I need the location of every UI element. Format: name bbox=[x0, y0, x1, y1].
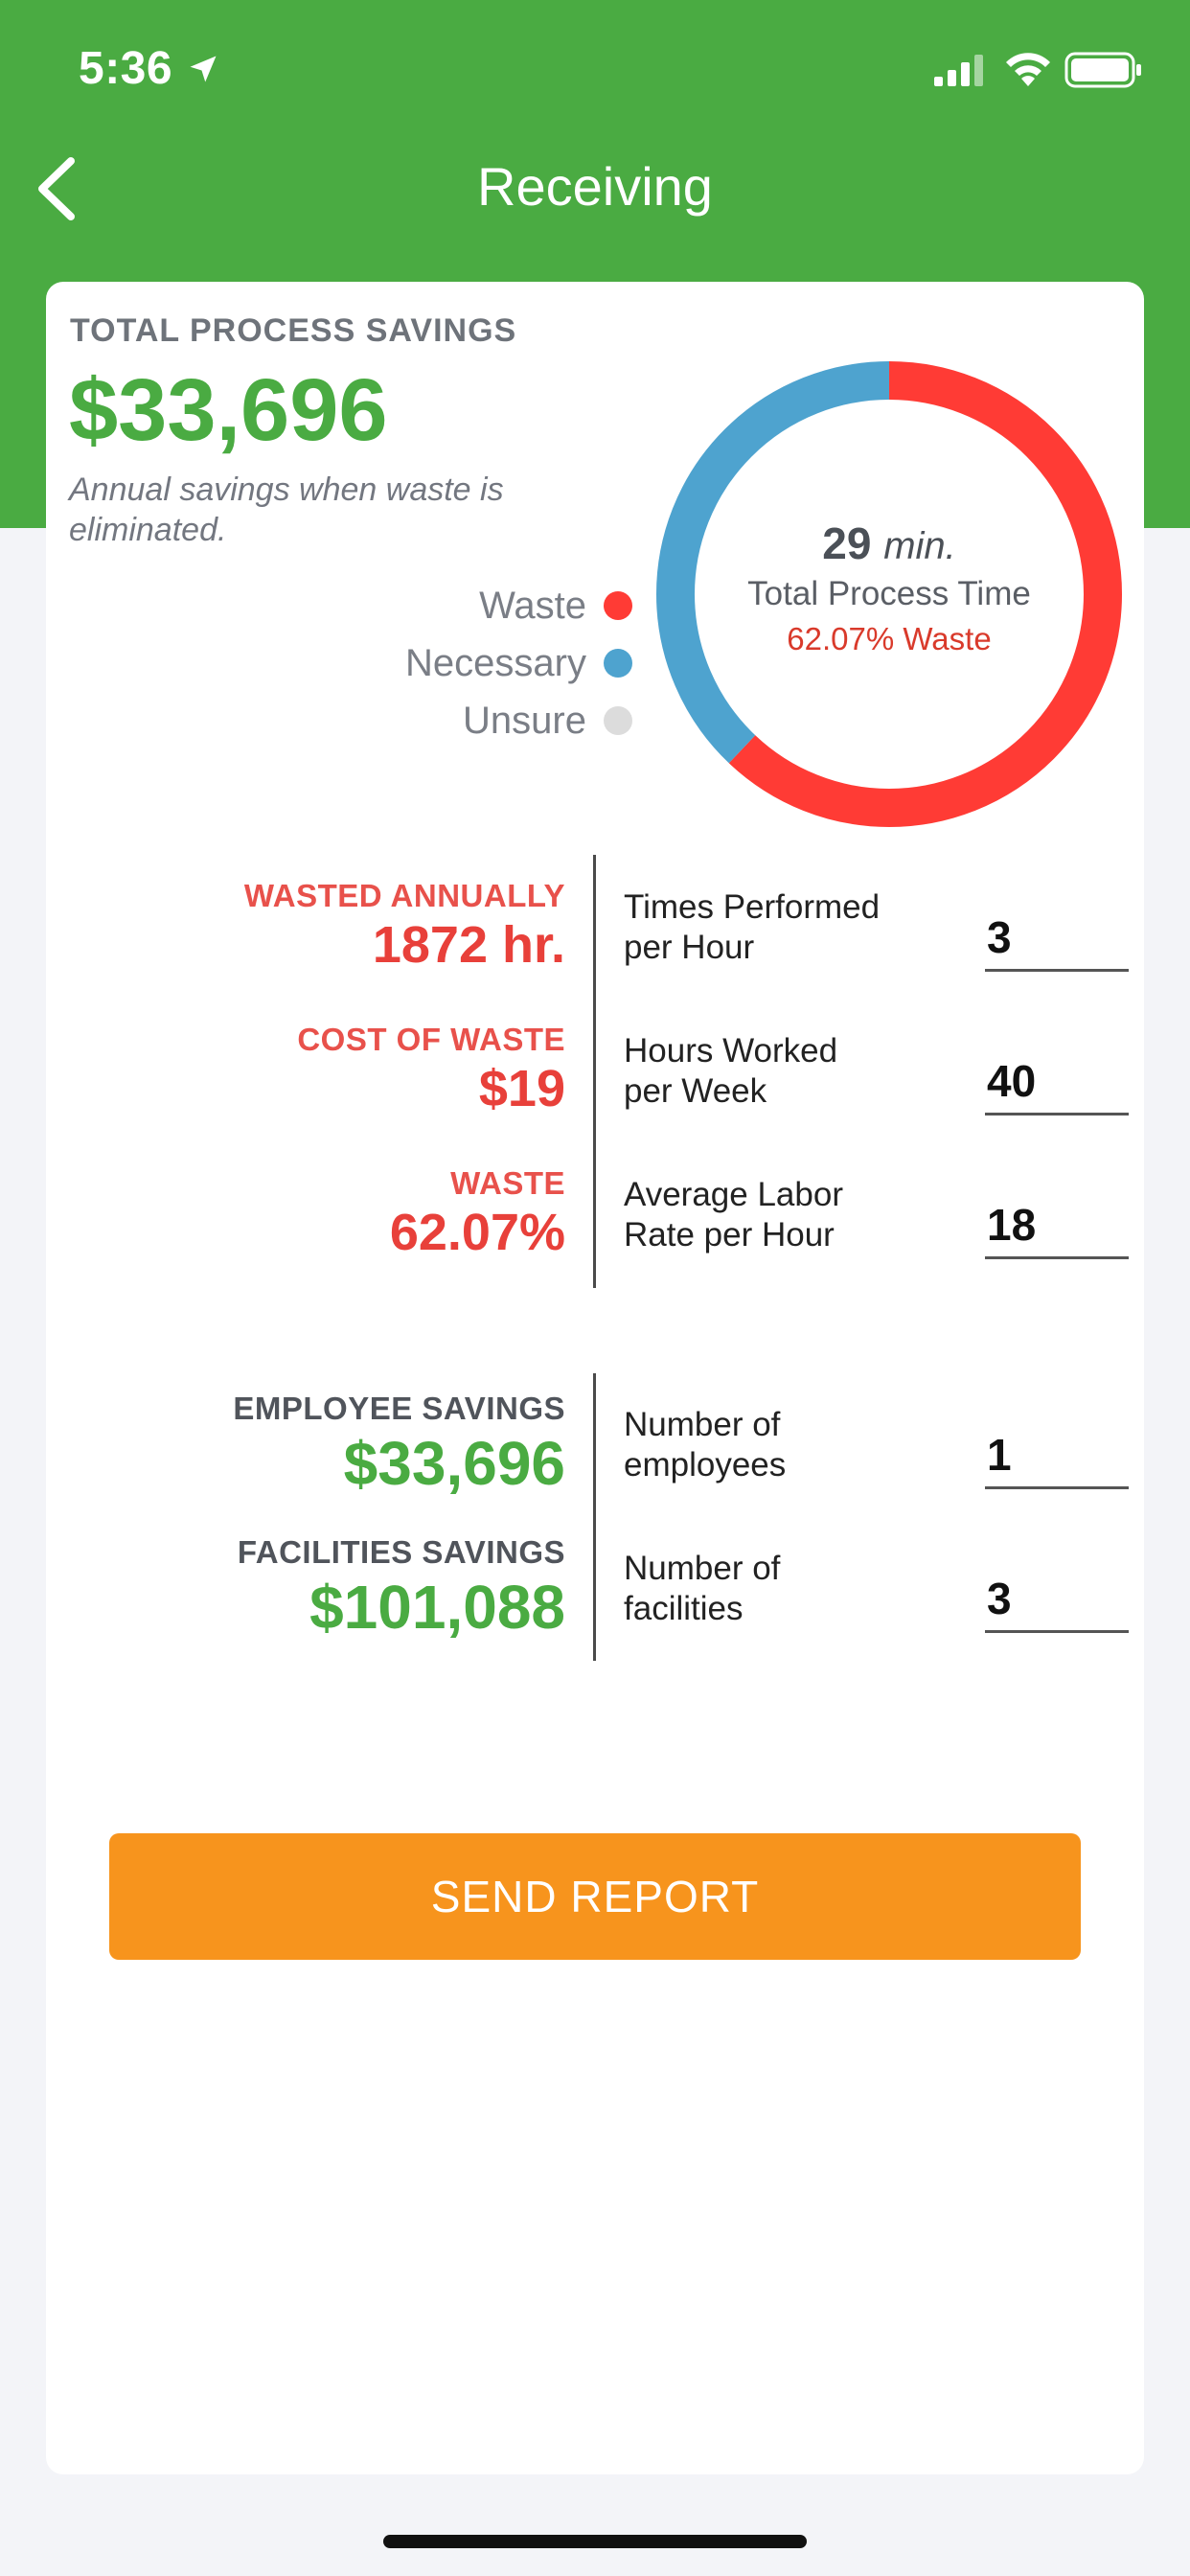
process-minutes-unit: min. bbox=[883, 525, 956, 567]
labor-rate-input[interactable] bbox=[985, 1192, 1129, 1259]
metric-waste-percent: WASTE 62.07% bbox=[96, 1164, 565, 1262]
metric-value: 1872 hr. bbox=[372, 916, 565, 974]
times-per-hour-input[interactable] bbox=[985, 905, 1129, 972]
field-label-line: employees bbox=[624, 1446, 787, 1484]
metric-value: $19 bbox=[478, 1060, 565, 1117]
metric-cost-of-waste: COST OF WASTE $19 bbox=[96, 1021, 565, 1118]
donut-segment-necessary bbox=[656, 361, 1122, 827]
cellular-signal-icon bbox=[934, 55, 983, 86]
total-savings-value: $33,696 bbox=[69, 361, 388, 459]
total-savings-note: Annual savings when waste is eliminated. bbox=[69, 472, 504, 548]
legend-item-unsure: Unsure bbox=[463, 697, 632, 745]
field-label-line: Times Performed bbox=[624, 888, 881, 926]
process-minutes-value: 29 bbox=[822, 518, 872, 568]
times-per-hour-label: Times Performed per Hour bbox=[624, 887, 940, 968]
savings-value: $101,088 bbox=[309, 1573, 565, 1642]
legend-label: Waste bbox=[479, 584, 586, 627]
metric-value: 62.07% bbox=[389, 1204, 565, 1261]
facilities-input[interactable] bbox=[985, 1566, 1129, 1633]
employee-savings: EMPLOYEE SAVINGS $33,696 bbox=[96, 1390, 565, 1499]
legend-item-necessary: Necessary bbox=[405, 639, 632, 687]
field-label-line: facilities bbox=[624, 1590, 744, 1627]
location-arrow-icon bbox=[190, 56, 217, 82]
donut-waste-percent: 62.07% Waste bbox=[787, 621, 992, 656]
metric-label: WASTED ANNUALLY bbox=[243, 878, 565, 913]
field-label-line: Hours Worked bbox=[624, 1032, 838, 1070]
savings-value: $33,696 bbox=[343, 1429, 565, 1498]
employees-label: Number of employees bbox=[624, 1405, 940, 1485]
field-label-line: Average Labor bbox=[624, 1176, 843, 1213]
savings-label: EMPLOYEE SAVINGS bbox=[233, 1391, 565, 1426]
total-savings-label: TOTAL PROCESS SAVINGS bbox=[70, 312, 517, 349]
legend-item-waste: Waste bbox=[479, 582, 632, 630]
donut-subtitle: Total Process Time bbox=[747, 575, 1031, 612]
metric-label: WASTE bbox=[450, 1165, 565, 1201]
metric-wasted-annually: WASTED ANNUALLY 1872 hr. bbox=[96, 877, 565, 975]
legend-label: Necessary bbox=[405, 641, 586, 684]
field-label-line: per Week bbox=[624, 1072, 767, 1110]
field-label-line: per Hour bbox=[624, 929, 755, 966]
field-label-line: Rate per Hour bbox=[624, 1216, 835, 1254]
savings-label: FACILITIES SAVINGS bbox=[237, 1534, 565, 1570]
metric-label: COST OF WASTE bbox=[297, 1022, 565, 1057]
page-title: Receiving bbox=[477, 156, 713, 217]
waste-dot-icon bbox=[604, 591, 632, 620]
savings-divider bbox=[593, 1373, 596, 1661]
status-bar: 5:36 bbox=[0, 0, 1190, 134]
status-time: 5:36 bbox=[79, 43, 173, 94]
facilities-savings: FACILITIES SAVINGS $101,088 bbox=[96, 1533, 565, 1643]
battery-icon bbox=[1064, 52, 1141, 88]
necessary-dot-icon bbox=[604, 649, 632, 678]
back-chevron-icon[interactable] bbox=[29, 153, 86, 224]
labor-rate-label: Average Labor Rate per Hour bbox=[624, 1175, 940, 1255]
hours-per-week-input[interactable] bbox=[985, 1048, 1129, 1116]
legend: Waste Necessary Unsure bbox=[287, 582, 632, 754]
process-time-donut-chart bbox=[656, 361, 1122, 827]
legend-label: Unsure bbox=[463, 699, 586, 742]
process-minutes: 29 min. bbox=[655, 518, 1123, 569]
wifi-icon bbox=[1006, 53, 1050, 86]
send-report-button[interactable]: SEND REPORT bbox=[109, 1833, 1081, 1960]
facilities-label: Number of facilities bbox=[624, 1549, 940, 1629]
donut-center: 29 min. Total Process Time 62.07% Waste bbox=[655, 518, 1123, 657]
field-label-line: Number of bbox=[624, 1406, 781, 1443]
metrics-divider bbox=[593, 855, 596, 1288]
home-indicator bbox=[383, 2535, 807, 2548]
unsure-dot-icon bbox=[604, 706, 632, 735]
employees-input[interactable] bbox=[985, 1422, 1129, 1489]
hours-per-week-label: Hours Worked per Week bbox=[624, 1031, 940, 1112]
field-label-line: Number of bbox=[624, 1550, 781, 1587]
